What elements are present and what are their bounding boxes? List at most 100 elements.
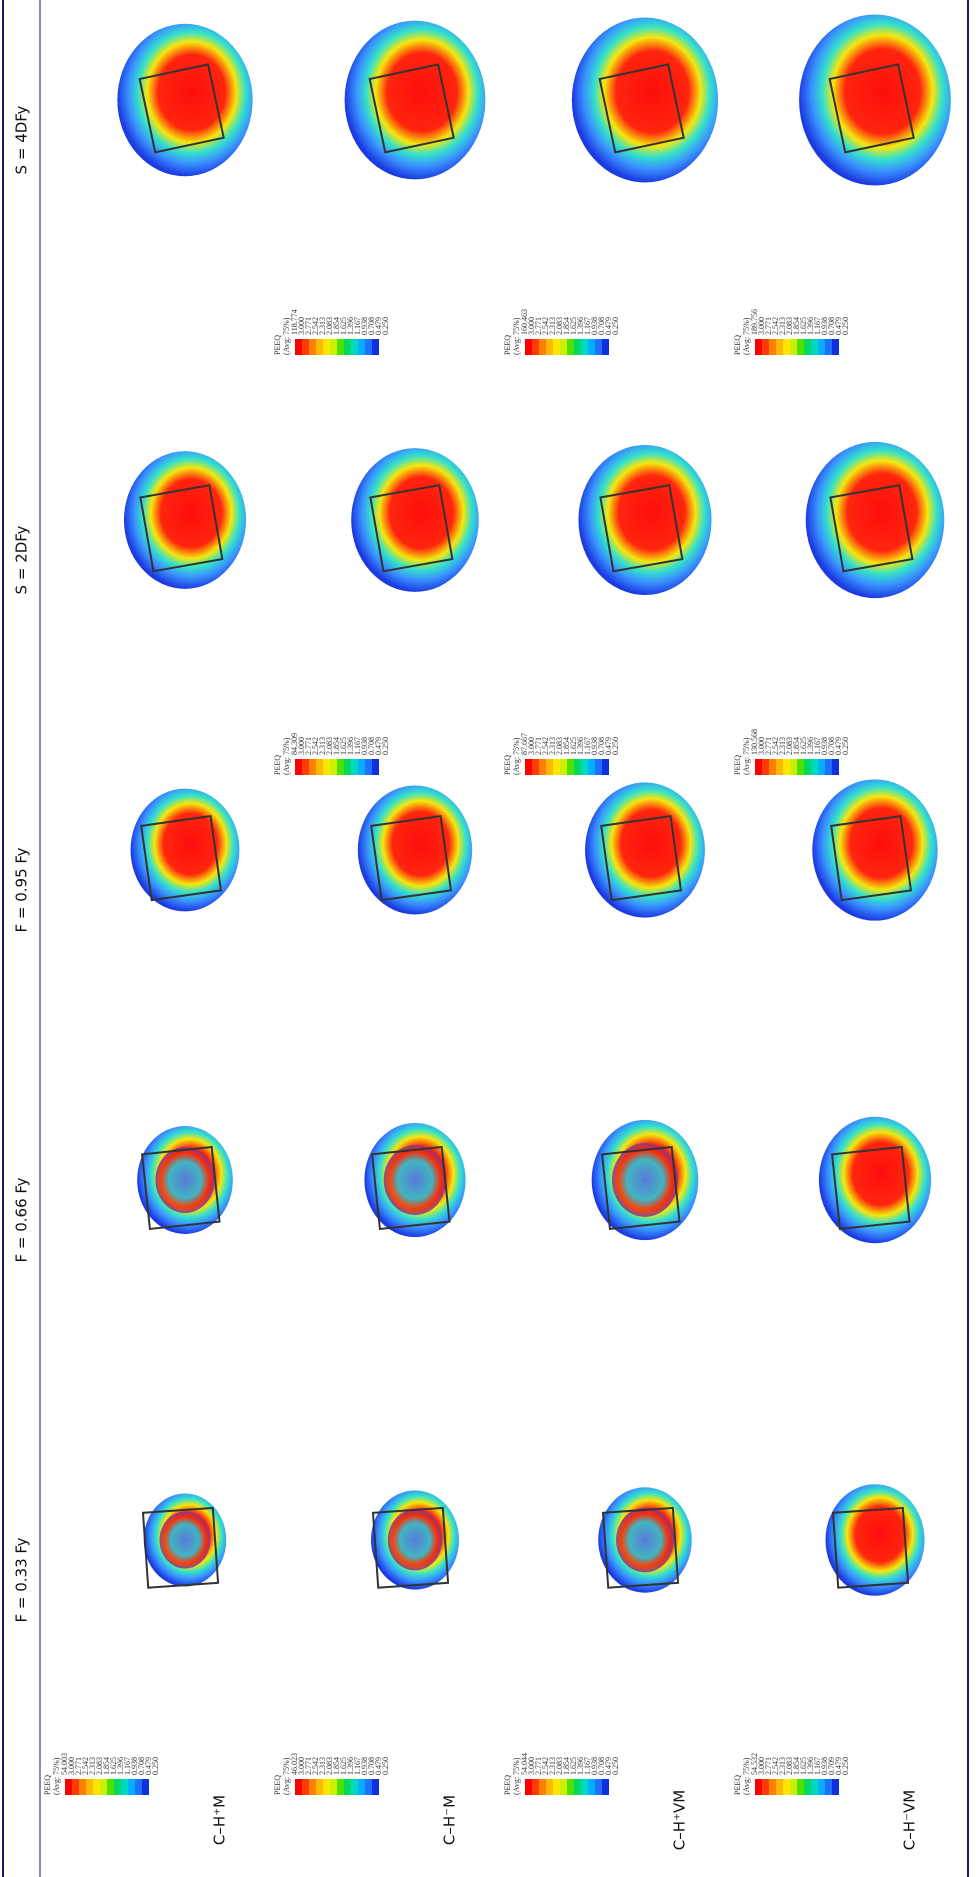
legend-label: 2.313	[778, 317, 787, 335]
legend-swatch	[330, 759, 337, 775]
legend-label: 0.708	[137, 1757, 146, 1775]
legend-swatch	[574, 759, 581, 775]
legend-swatch	[546, 1779, 553, 1795]
column-header: S = 4DFy	[13, 105, 31, 174]
contour-plot	[818, 1116, 932, 1244]
legend-label: 0.479	[144, 1757, 153, 1775]
legend-title: PEEQ	[733, 335, 742, 355]
legend-swatch	[602, 1779, 609, 1795]
legend-label: 2.083	[555, 1757, 564, 1775]
legend-label: 3.000	[757, 317, 766, 335]
legend-swatch	[588, 339, 595, 355]
legend-label: 1.625	[569, 1757, 578, 1775]
legend-swatch	[790, 759, 797, 775]
wall-outline	[830, 814, 913, 902]
plot-outer	[825, 1484, 925, 1596]
legend-swatch	[532, 1779, 539, 1795]
legend-label: 0.479	[374, 317, 383, 335]
contour-plot	[812, 779, 938, 921]
legend-swatch	[316, 1779, 323, 1795]
wall-outline	[829, 484, 914, 573]
legend-label: 1.854	[332, 737, 341, 755]
legend-label: 2.313	[548, 317, 557, 335]
legend-swatch	[797, 339, 804, 355]
contour-plot	[351, 448, 479, 592]
legend-swatch	[358, 759, 365, 775]
legend-label: 0.938	[360, 1757, 369, 1775]
wall-outline	[830, 1145, 911, 1231]
legend-swatch	[525, 1779, 532, 1795]
legend-swatch	[142, 1779, 149, 1795]
legend-swatch	[351, 339, 358, 355]
legend-swatch	[114, 1779, 121, 1795]
contour-plot	[357, 785, 473, 915]
legend-label: 2.083	[555, 317, 564, 335]
legend-label: 1.625	[799, 317, 808, 335]
legend-label: 1.167	[123, 1757, 132, 1775]
legend-label: 1.854	[332, 317, 341, 335]
legend-label: 54.532	[750, 1753, 759, 1775]
contour-plot	[571, 17, 719, 183]
contour-plot	[123, 451, 247, 589]
legend-swatch	[567, 759, 574, 775]
legend-label: 1.625	[339, 1757, 348, 1775]
legend-label: 0.479	[604, 317, 613, 335]
legend-swatch	[372, 339, 379, 355]
plot-inner	[155, 1146, 215, 1214]
legend-label: 1.396	[806, 737, 815, 755]
legend-label: 2.771	[764, 1757, 773, 1775]
wall-outline	[370, 1145, 451, 1231]
row-label: C–H⁺VM	[671, 1790, 689, 1850]
legend-label: 1.854	[792, 737, 801, 755]
wall-outline	[599, 484, 684, 573]
legend-swatch	[602, 339, 609, 355]
legend-swatch	[295, 339, 302, 355]
legend-label: 0.708	[827, 737, 836, 755]
legend-label: 2.083	[785, 1757, 794, 1775]
legend-label: 2.542	[771, 317, 780, 335]
legend-swatch	[539, 339, 546, 355]
legend-label: 2.542	[541, 1757, 550, 1775]
legend-swatch	[135, 1779, 142, 1795]
legend-label: 2.771	[304, 317, 313, 335]
legend-label: 0.938	[590, 737, 599, 755]
legend-swatch	[574, 1779, 581, 1795]
column-header: F = 0.33 Fy	[13, 1537, 31, 1622]
wall-outline	[828, 63, 915, 154]
plot-inner	[383, 1145, 447, 1215]
plot-outer	[357, 785, 473, 915]
legend-label: 1.396	[576, 1757, 585, 1775]
contour-plot	[805, 441, 945, 599]
legend-swatch	[755, 339, 762, 355]
legend-swatch	[309, 759, 316, 775]
legend-subtitle: (Avg: 75%)	[282, 737, 291, 775]
legend-swatch	[811, 759, 818, 775]
legend-swatch	[539, 759, 546, 775]
legend-swatch	[79, 1779, 86, 1795]
legend-swatch	[783, 1779, 790, 1795]
wall-outline	[831, 1506, 910, 1589]
legend-label: 1.396	[806, 1757, 815, 1775]
contour-plot	[117, 23, 253, 177]
legend-label: 1.625	[569, 317, 578, 335]
legend-swatch	[72, 1779, 79, 1795]
legend-swatch	[762, 1779, 769, 1795]
legend-swatch	[358, 1779, 365, 1795]
legend-label: 0.479	[834, 317, 843, 335]
plot-outer	[799, 14, 951, 186]
legend-swatch	[302, 1779, 309, 1795]
legend-swatch	[309, 1779, 316, 1795]
wall-outline	[138, 63, 225, 154]
wall-outline	[600, 814, 683, 902]
legend-swatch	[323, 339, 330, 355]
legend-label: 0.250	[611, 737, 620, 755]
legend-swatch	[804, 339, 811, 355]
legend-swatch	[65, 1779, 72, 1795]
legend-label: 0.938	[820, 737, 829, 755]
legend-swatch	[330, 339, 337, 355]
legend-label: 2.542	[81, 1757, 90, 1775]
legend-label: 2.083	[325, 317, 334, 335]
contour-plot	[578, 444, 712, 596]
legend-label: 1.625	[109, 1757, 118, 1775]
